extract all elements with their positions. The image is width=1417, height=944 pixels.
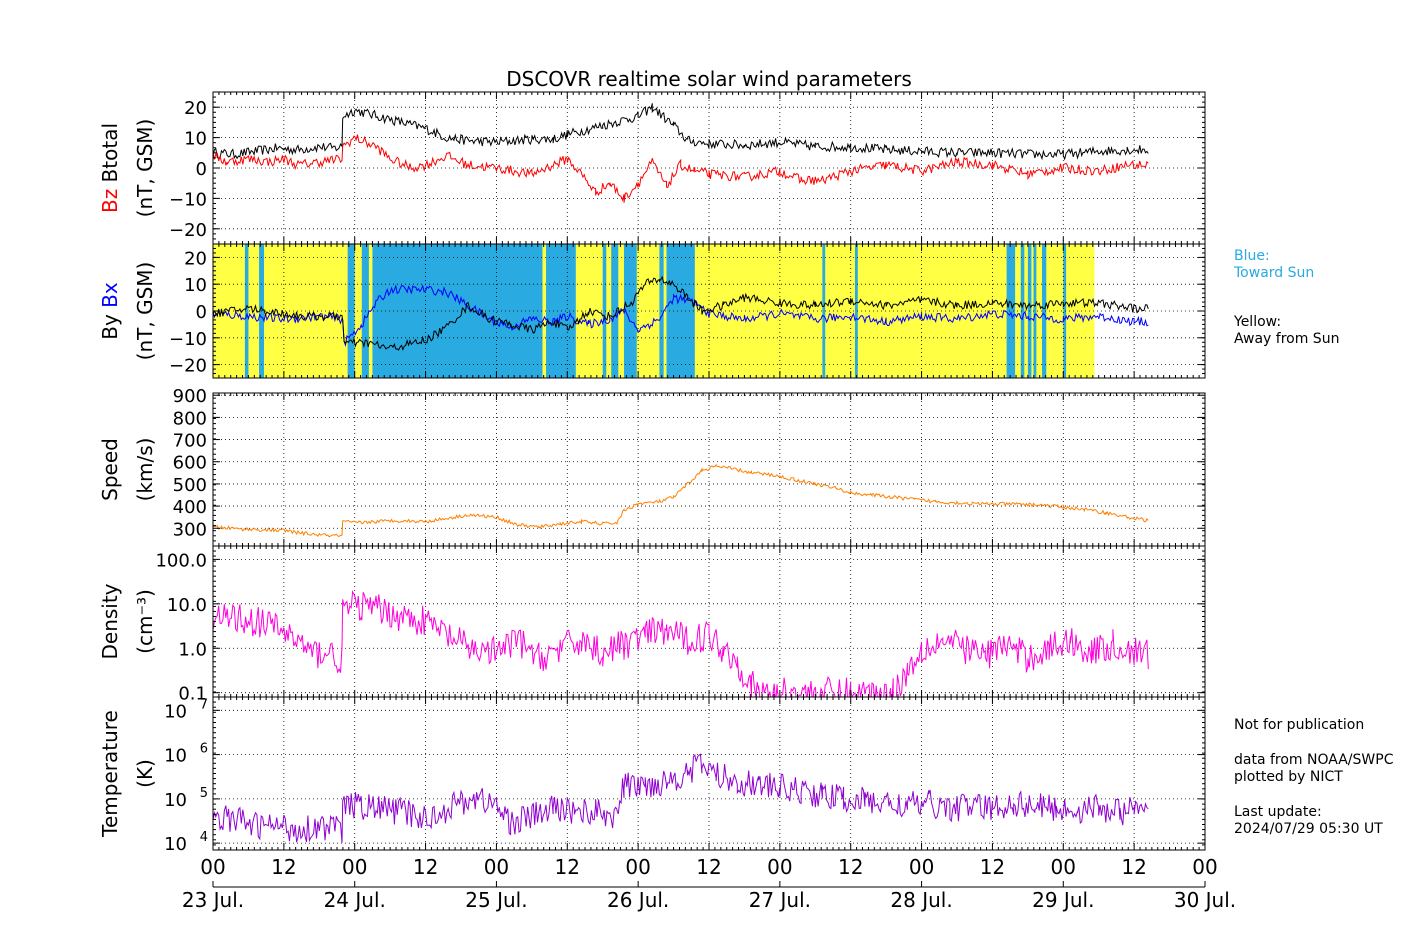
y-axis-label-part: Btotal (98, 123, 122, 182)
y-axis-label-part: Bx (98, 282, 122, 308)
toward-sector-band (1042, 244, 1047, 378)
x-tick-label: 00 (200, 855, 225, 879)
data-source-note: data from NOAA/SWPC plotted by NICT (1234, 752, 1394, 785)
date-label: 28 Jul. (890, 888, 952, 912)
y-axis-unit: (km/s) (133, 438, 157, 502)
y-axis-label: Bz Btotal (98, 123, 122, 213)
y-tick-label: 400 (173, 497, 207, 518)
panel-btotal-bz: −20 −10 0 10 20 Bz Btotal (nT, GSM) (98, 91, 1206, 245)
publication-note: Not for publication (1234, 717, 1365, 733)
x-tick-label: 00 (342, 855, 367, 879)
y-tick-label: −10 (169, 329, 207, 350)
y-tick-label: −10 (169, 189, 207, 210)
series-line-speed (213, 463, 1149, 538)
y-axis-unit: (K) (133, 759, 157, 788)
y-tick-label: −20 (169, 356, 207, 377)
y-tick-label-exponent: 7 (200, 697, 208, 712)
y-tick-label: 300 (173, 519, 207, 540)
last-update-note: Last update: 2024/07/29 05:30 UT (1234, 804, 1383, 837)
y-tick-label: 500 (173, 475, 207, 496)
toward-sector-band (1033, 244, 1037, 378)
y-tick-label: 20 (184, 248, 207, 269)
y-tick-label: 0 (196, 302, 207, 323)
panel-density: 0.1 1.0 10.0 100.0 Density (cm⁻³) (98, 545, 1206, 705)
x-tick-label: 12 (555, 855, 580, 879)
y-tick-label: 10 (184, 129, 207, 150)
panel-by-bx: −20 −10 0 10 20 By Bx (nT, GSM) (98, 243, 1206, 379)
y-axis-unit: (nT, GSM) (133, 262, 157, 361)
date-label: 27 Jul. (749, 888, 811, 912)
panel-temperature: 10 4 10 5 10 6 10 7 Temperature (K) (98, 696, 1206, 855)
y-axis-label: Density (98, 583, 122, 659)
x-tick-label: 00 (767, 855, 792, 879)
y-tick-label: 10 (164, 701, 187, 722)
y-tick-label: −20 (169, 220, 207, 241)
series-line-temperature (213, 753, 1149, 843)
y-tick-label: 10 (184, 275, 207, 296)
x-tick-label: 12 (271, 855, 296, 879)
x-tick-label: 12 (1121, 855, 1146, 879)
y-tick-label-exponent: 5 (200, 786, 208, 801)
x-tick-label: 12 (838, 855, 863, 879)
y-tick-label: 0 (196, 159, 207, 180)
y-tick-label: 0.1 (178, 684, 207, 705)
x-tick-label: 00 (1051, 855, 1076, 879)
y-tick-label-exponent: 6 (200, 742, 208, 757)
x-tick-label: 00 (484, 855, 509, 879)
toward-sector-band (347, 244, 355, 378)
y-axis-label-part: By (98, 308, 122, 340)
chart-title: DSCOVR realtime solar wind parameters (506, 67, 912, 91)
y-tick-label: 10 (164, 834, 187, 855)
series-line-by (213, 275, 1149, 352)
toward-sector-band (546, 244, 576, 378)
series-line-bx (213, 284, 1149, 348)
date-label: 29 Jul. (1032, 888, 1094, 912)
date-label: 23 Jul. (182, 888, 244, 912)
date-label: 26 Jul. (607, 888, 669, 912)
x-tick-label: 00 (909, 855, 934, 879)
toward-sector-band (1063, 244, 1067, 378)
y-axis-unit: (nT, GSM) (133, 119, 157, 218)
toward-sector-band (623, 244, 637, 378)
y-tick-label-exponent: 4 (200, 830, 208, 845)
toward-sector-band (1006, 244, 1016, 378)
toward-sector-band (822, 244, 826, 378)
y-axis-unit: (cm⁻³) (133, 589, 157, 654)
x-tick-label: 00 (1192, 855, 1217, 879)
y-axis-label-part: Bz (98, 182, 122, 213)
toward-sector-band (602, 244, 607, 378)
y-tick-label: 700 (173, 431, 207, 452)
series-line-btotal (213, 103, 1149, 161)
y-tick-label: 600 (173, 453, 207, 474)
x-tick-label: 12 (413, 855, 438, 879)
date-label: 30 Jul. (1174, 888, 1236, 912)
toward-sector-band (854, 244, 858, 378)
y-tick-label: 900 (173, 386, 207, 407)
y-tick-label: 800 (173, 408, 207, 429)
x-tick-label: 12 (980, 855, 1005, 879)
y-axis-label: By Bx (98, 282, 122, 340)
toward-sector-band (244, 244, 249, 378)
toward-sector-band (666, 244, 695, 378)
y-tick-label: 10 (164, 746, 187, 767)
y-axis-label: Speed (98, 438, 122, 501)
away-from-sun-legend: Yellow: Away from Sun (1234, 314, 1340, 347)
y-tick-label: 10.0 (167, 595, 207, 616)
y-tick-label: 1.0 (178, 639, 207, 660)
date-label: 24 Jul. (324, 888, 386, 912)
x-tick-label: 12 (696, 855, 721, 879)
series-line-bz (213, 134, 1149, 203)
toward-sector-band (611, 244, 619, 378)
toward-sun-legend: Blue: Toward Sun (1234, 248, 1315, 281)
y-axis-label: Temperature (98, 710, 122, 838)
series-line-density (213, 589, 1149, 697)
y-tick-label: 10 (164, 790, 187, 811)
x-tick-label: 00 (625, 855, 650, 879)
date-label: 25 Jul. (465, 888, 527, 912)
toward-sector-band (1020, 244, 1025, 378)
y-tick-label: 20 (184, 98, 207, 119)
y-tick-label: 100.0 (155, 550, 207, 571)
